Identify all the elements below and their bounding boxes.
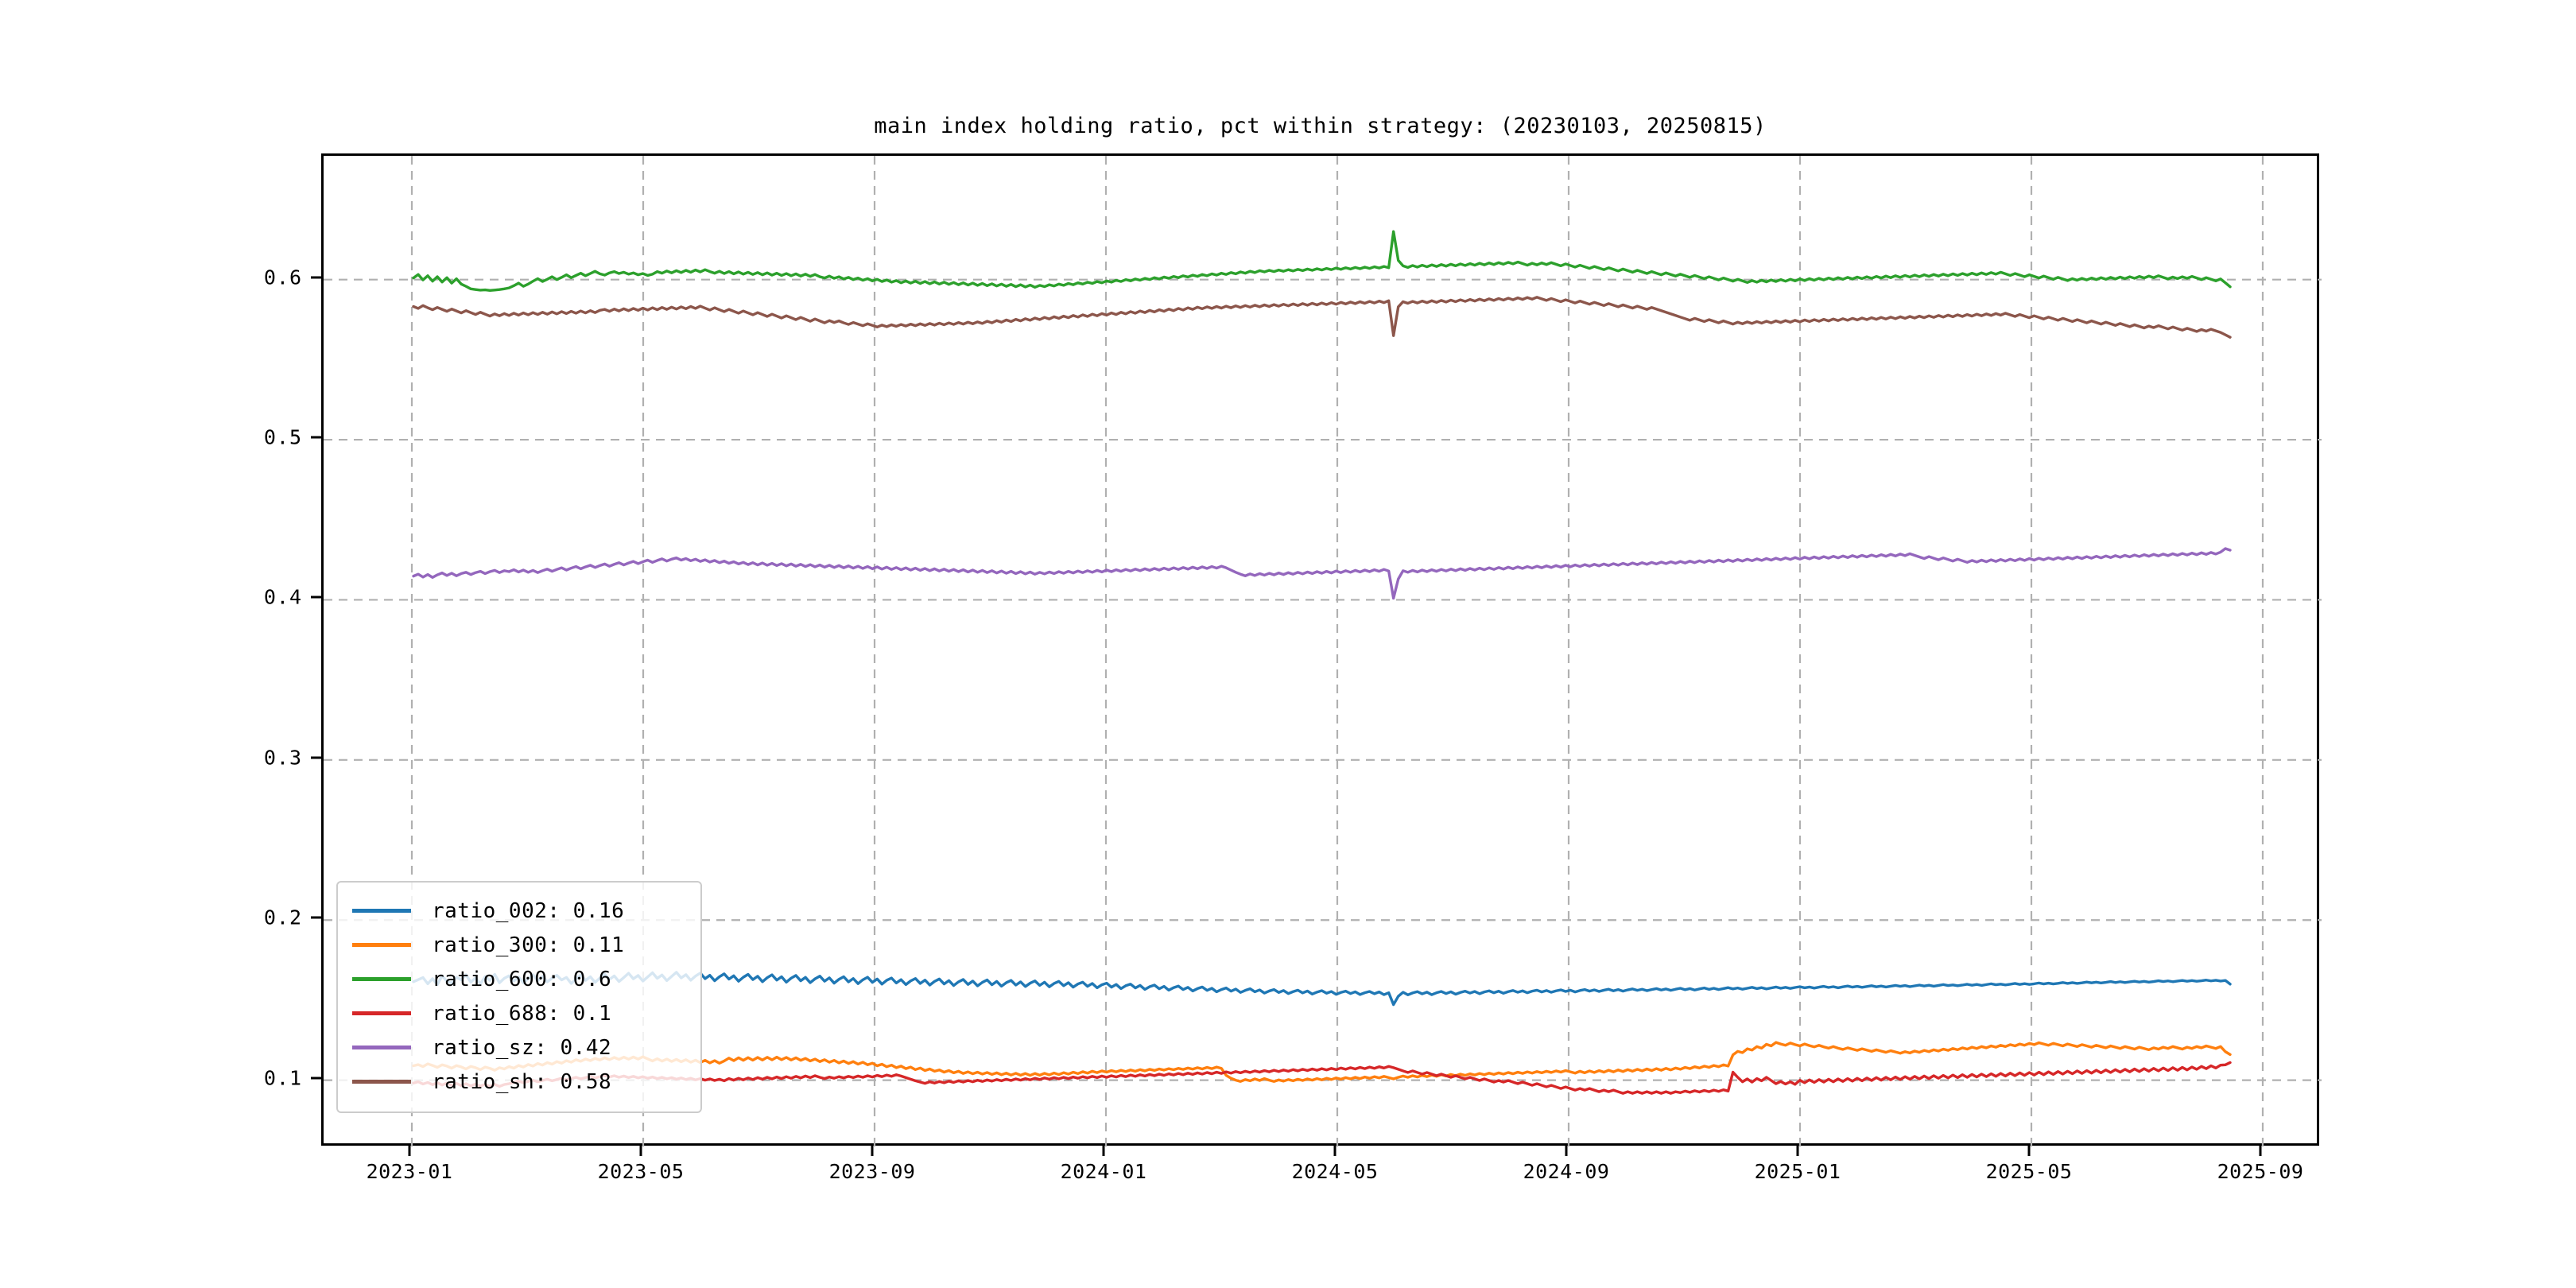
plot-svg — [324, 156, 2322, 1148]
series-line-ratio_002 — [412, 971, 2232, 1007]
x-tick-label: 2024-01 — [1060, 1160, 1147, 1183]
x-tick-label: 2025-01 — [1754, 1160, 1841, 1183]
plot-area — [321, 153, 2322, 1148]
x-tick-label: 2023-09 — [828, 1160, 916, 1183]
legend-label-ratio_300: ratio_300: 0.11 — [432, 933, 625, 957]
x-tick-label: 2023-05 — [597, 1160, 685, 1183]
y-tick-label: 0.1 — [263, 1066, 302, 1090]
legend-color-swatch-ratio_sh — [352, 1080, 411, 1084]
legend-item-ratio_688[interactable]: ratio_688: 0.1 — [352, 996, 686, 1030]
data-series-layer — [412, 230, 2232, 1095]
y-tick-label: 0.6 — [263, 266, 302, 289]
x-tick-label: 2023-01 — [366, 1160, 453, 1183]
legend-label-ratio_sh: ratio_sh: 0.58 — [432, 1069, 612, 1094]
legend-color-swatch-ratio_sz — [352, 1046, 411, 1049]
x-tick-label: 2024-09 — [1523, 1160, 1610, 1183]
series-line-ratio_688 — [412, 1061, 2232, 1095]
legend-label-ratio_sz: ratio_sz: 0.42 — [432, 1035, 612, 1060]
x-tick-label: 2025-09 — [2217, 1160, 2304, 1183]
legend-color-swatch-ratio_002 — [352, 909, 411, 913]
legend-item-ratio_002[interactable]: ratio_002: 0.16 — [352, 894, 686, 928]
x-tick-mark — [871, 1146, 874, 1156]
legend-item-ratio_sh[interactable]: ratio_sh: 0.58 — [352, 1065, 686, 1099]
y-tick-mark — [311, 436, 321, 439]
series-line-ratio_600 — [412, 230, 2232, 293]
chart-title: main index holding ratio, pct within str… — [874, 114, 1767, 138]
y-tick-mark — [311, 1077, 321, 1080]
legend[interactable]: ratio_002: 0.16 ratio_300: 0.11 ratio_600:… — [336, 881, 702, 1113]
series-line-ratio_300 — [412, 1041, 2232, 1083]
x-tick-label: 2024-05 — [1291, 1160, 1379, 1183]
series-line-ratio_sh — [412, 296, 2232, 339]
legend-color-swatch-ratio_688 — [352, 1011, 411, 1015]
y-tick-mark — [311, 916, 321, 919]
x-tick-mark — [2259, 1146, 2262, 1156]
y-tick-label: 0.2 — [263, 906, 302, 929]
x-tick-label: 2025-05 — [1985, 1160, 2073, 1183]
legend-color-swatch-ratio_300 — [352, 943, 411, 947]
x-tick-mark — [1565, 1146, 1568, 1156]
x-tick-mark — [2027, 1146, 2031, 1156]
legend-color-swatch-ratio_600 — [352, 977, 411, 981]
x-tick-mark — [1333, 1146, 1336, 1156]
y-tick-label: 0.3 — [263, 746, 302, 770]
y-tick-mark — [311, 276, 321, 279]
y-tick-label: 0.5 — [263, 425, 302, 449]
legend-label-ratio_600: ratio_600: 0.6 — [432, 967, 612, 991]
legend-item-ratio_sz[interactable]: ratio_sz: 0.42 — [352, 1030, 686, 1065]
legend-label-ratio_002: ratio_002: 0.16 — [432, 898, 625, 923]
y-tick-mark — [311, 596, 321, 599]
legend-item-ratio_600[interactable]: ratio_600: 0.6 — [352, 962, 686, 996]
y-tick-label: 0.4 — [263, 585, 302, 609]
x-tick-mark — [408, 1146, 411, 1156]
legend-item-ratio_300[interactable]: ratio_300: 0.11 — [352, 928, 686, 962]
x-tick-mark — [1796, 1146, 1799, 1156]
legend-label-ratio_688: ratio_688: 0.1 — [432, 1001, 612, 1026]
y-tick-mark — [311, 756, 321, 759]
x-tick-mark — [639, 1146, 642, 1156]
series-line-ratio_sz — [412, 547, 2232, 600]
x-tick-mark — [1102, 1146, 1105, 1156]
